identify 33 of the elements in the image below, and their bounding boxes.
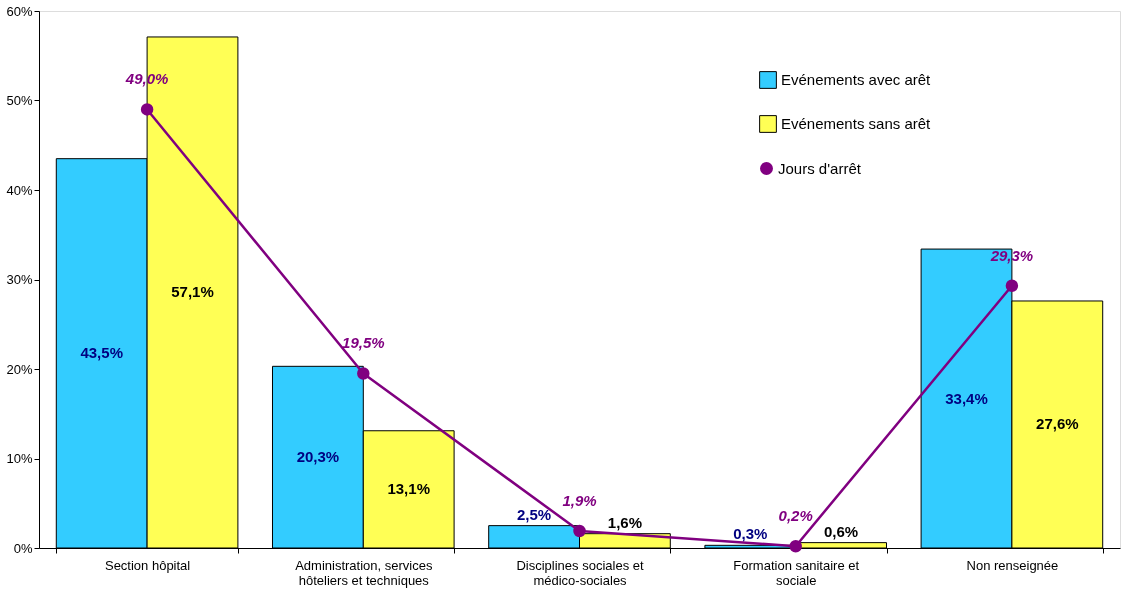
data-label: 57,1% [171, 283, 214, 301]
data-label: 27,6% [1036, 415, 1079, 433]
data-label: 2,5% [517, 505, 552, 523]
data-label: 1,9% [562, 491, 597, 509]
data-label: 0,3% [733, 525, 768, 543]
x-tick-label: Non renseignée [966, 557, 1059, 573]
data-label: 1,6% [607, 513, 642, 531]
y-tick-label: 50% [6, 93, 33, 108]
data-label: 0,2% [778, 507, 813, 525]
y-tick-label: 10% [6, 451, 33, 466]
y-tick-label: 60% [6, 3, 33, 19]
point [1005, 279, 1019, 292]
data-label: 19,5% [342, 334, 385, 352]
point [789, 539, 802, 553]
point [357, 367, 370, 380]
data-label: 43,5% [80, 344, 123, 362]
y-tick-label: 30% [6, 272, 33, 287]
point [140, 103, 154, 116]
legend-label: Evénements sans arêt [781, 115, 932, 132]
y-tick-label: 0% [13, 540, 33, 556]
y-tick-label: 40% [6, 182, 33, 198]
data-label: 0,6% [824, 522, 859, 540]
y-tick-label: 20% [6, 361, 33, 377]
x-tick-label: Disciplines sociales et médico-sociales [516, 557, 644, 588]
data-label: 20,3% [296, 448, 340, 466]
x-tick-label: Section hôpital [104, 557, 191, 573]
legend-label: Jours d'arrêt [778, 159, 862, 177]
data-label: 33,4% [945, 389, 988, 407]
x-tick-label: Administration, services hôteliers et techniques [295, 557, 433, 588]
x-tick-label: Formation sanitaire et sociale [733, 557, 860, 588]
data-label: 13,1% [387, 480, 430, 498]
point [573, 524, 586, 538]
legend-label: Evénements avec arêt [781, 71, 932, 88]
